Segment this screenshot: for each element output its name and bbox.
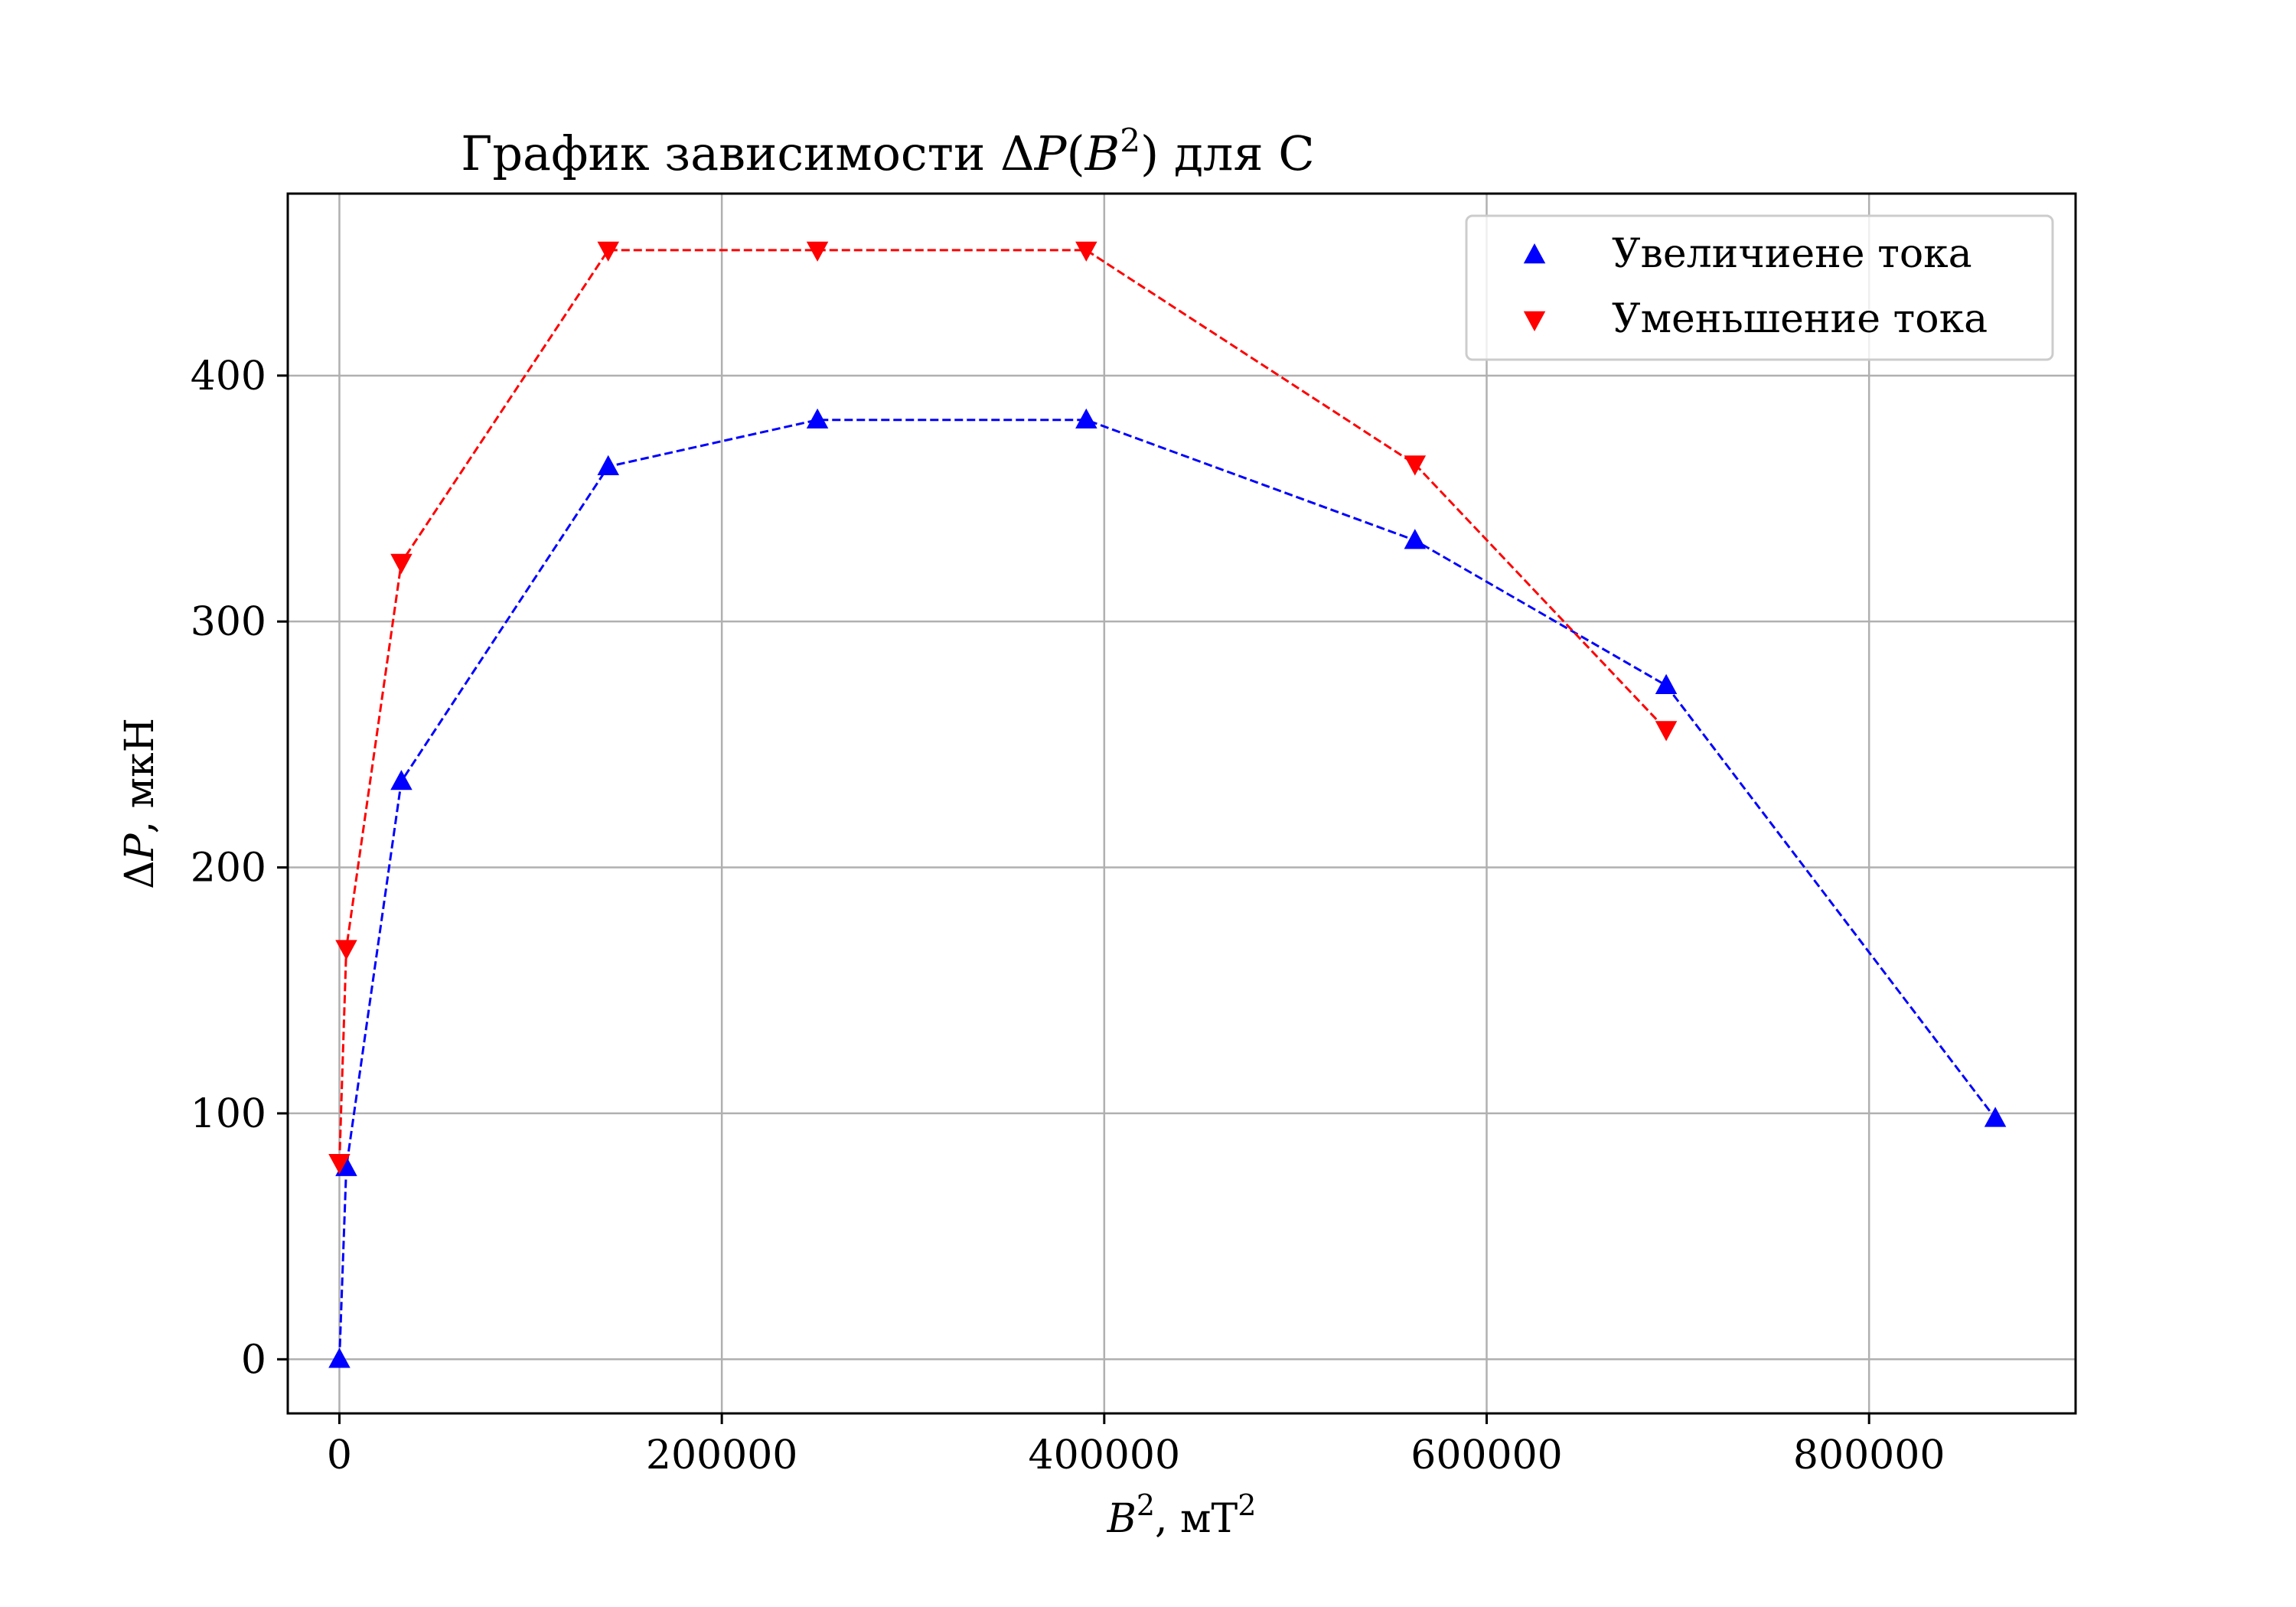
series-layer <box>328 241 2007 1368</box>
series-decrease <box>328 241 1678 1175</box>
data-point <box>1984 1107 2007 1127</box>
x-tick-label: 0 <box>327 1433 352 1478</box>
data-point <box>1075 241 1097 262</box>
y-tick-label: 400 <box>191 354 266 399</box>
y-axis-ticks: 0 100 200 300 400 <box>191 354 288 1383</box>
y-tick-label: 200 <box>191 846 266 892</box>
plot-frame <box>286 192 2077 1415</box>
data-point <box>1075 408 1097 429</box>
y-tick-label: 100 <box>191 1091 266 1137</box>
x-tick-label: 200000 <box>646 1433 798 1478</box>
legend-marker-decrease <box>1523 311 1546 331</box>
series-line <box>338 249 1668 1163</box>
data-point <box>1404 529 1427 549</box>
x-tick-label: 800000 <box>1793 1433 1945 1478</box>
y-tick-label: 300 <box>191 599 266 645</box>
data-point <box>1655 673 1678 694</box>
x-tick-label: 400000 <box>1029 1433 1181 1478</box>
series-line <box>338 419 1997 1360</box>
data-point <box>328 1154 351 1175</box>
series-increase <box>328 408 2007 1368</box>
legend: Увеличиене тока Уменьшение тока <box>1465 214 2054 361</box>
data-point <box>335 940 357 960</box>
x-axis-ticks: 0 200000 400000 600000 800000 <box>327 1413 1945 1478</box>
data-point <box>328 1348 351 1368</box>
x-axis-label: B2, мТ2 <box>1107 1488 1257 1542</box>
legend-box <box>1465 214 2054 361</box>
y-tick-label: 0 <box>241 1337 266 1383</box>
data-point <box>597 241 619 262</box>
legend-label-decrease: Уменьшение тока <box>1612 296 1988 342</box>
legend-label-increase: Увеличиене тока <box>1612 231 1972 277</box>
grid-lines <box>288 194 2076 1413</box>
data-point <box>806 241 829 262</box>
y-axis-label: ΔP, мкН <box>117 718 163 889</box>
chart-title: График зависимости ΔP(B2) для C <box>461 122 1314 181</box>
data-point <box>1404 455 1427 476</box>
data-point <box>390 770 413 790</box>
data-point <box>597 455 619 475</box>
legend-marker-increase <box>1523 243 1546 264</box>
data-point <box>390 553 413 575</box>
x-tick-label: 600000 <box>1411 1433 1563 1478</box>
data-point <box>806 408 829 429</box>
data-point <box>1655 721 1678 742</box>
